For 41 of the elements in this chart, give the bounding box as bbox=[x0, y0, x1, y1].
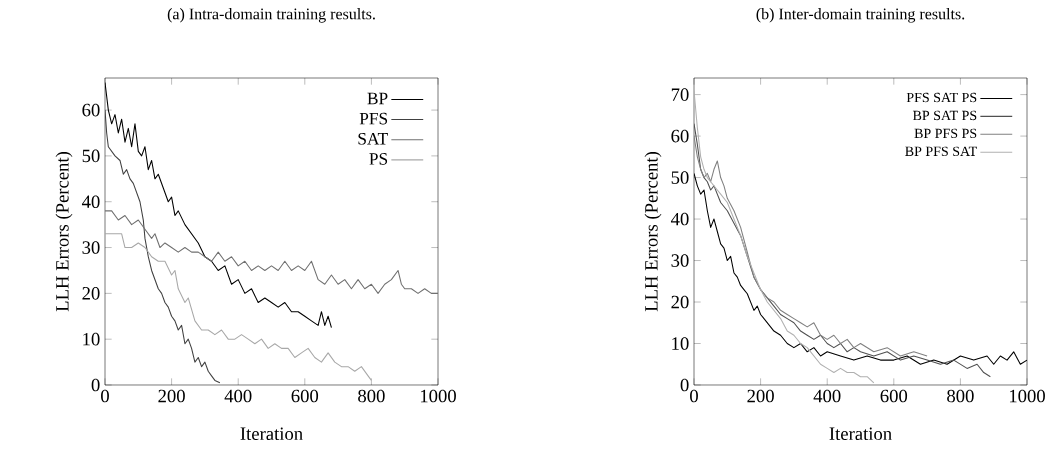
y-tick-label: 20 bbox=[671, 295, 689, 309]
legend-label: PFS SAT PS bbox=[906, 92, 977, 103]
chart-title: (a) Intra-domain training results. bbox=[167, 8, 375, 23]
y-tick-label: 0 bbox=[680, 378, 689, 392]
legend-label: BP SAT PS bbox=[912, 110, 977, 121]
chart-title: (b) Inter-domain training results. bbox=[756, 8, 965, 23]
x-tick-label: 400 bbox=[224, 389, 252, 403]
legend-label: BP PFS SAT bbox=[905, 146, 977, 157]
y-tick-label: 50 bbox=[671, 171, 689, 184]
legend-label: BP PFS PS bbox=[914, 128, 977, 139]
x-tick-label: 0 bbox=[101, 389, 109, 403]
y-tick-label: 50 bbox=[82, 149, 100, 163]
x-tick-label: 400 bbox=[813, 389, 841, 403]
x-tick-label: 800 bbox=[358, 389, 385, 403]
x-tick-label: 600 bbox=[291, 389, 319, 403]
y-tick-label: 30 bbox=[671, 254, 689, 267]
y-axis-title: LLH Errors (Percent) bbox=[644, 151, 662, 312]
legend-label: PS bbox=[369, 153, 388, 165]
y-tick-label: 10 bbox=[672, 337, 689, 350]
x-tick-label: 600 bbox=[880, 389, 908, 403]
x-tick-label: 0 bbox=[690, 389, 698, 403]
y-tick-label: 60 bbox=[82, 103, 100, 117]
y-tick-label: 40 bbox=[81, 195, 100, 209]
legend-label: SAT bbox=[358, 132, 388, 145]
y-tick-label: 30 bbox=[82, 241, 100, 254]
x-axis-title: Iteration bbox=[829, 427, 892, 441]
x-tick-label: 1000 bbox=[420, 389, 456, 403]
y-tick-label: 0 bbox=[91, 378, 100, 392]
y-tick-label: 40 bbox=[670, 212, 689, 226]
legend-label: BP bbox=[367, 92, 388, 105]
x-tick-label: 200 bbox=[158, 389, 185, 403]
x-axis-title: Iteration bbox=[240, 427, 303, 441]
x-tick-label: 200 bbox=[747, 389, 774, 403]
x-tick-label: 1000 bbox=[1009, 389, 1045, 403]
x-tick-label: 800 bbox=[947, 389, 974, 403]
y-tick-label: 70 bbox=[671, 88, 689, 101]
y-tick-label: 60 bbox=[671, 129, 689, 143]
y-tick-label: 10 bbox=[83, 332, 100, 346]
y-axis-title: LLH Errors (Percent) bbox=[55, 151, 73, 312]
legend-label: PFS bbox=[359, 112, 388, 125]
y-tick-label: 20 bbox=[82, 287, 100, 300]
